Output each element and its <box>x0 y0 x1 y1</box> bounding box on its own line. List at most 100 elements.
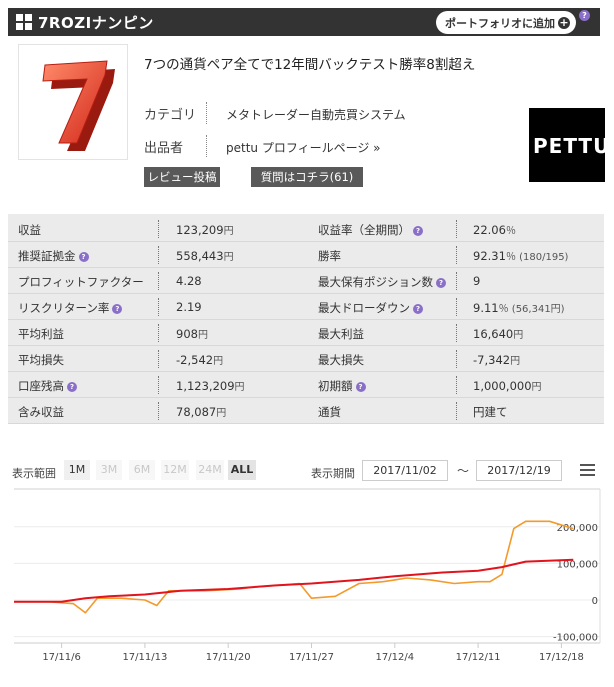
stat-label: 口座残高? <box>18 378 77 394</box>
stat-unit: 円 <box>223 226 234 237</box>
help-icon[interactable]: ? <box>112 304 123 314</box>
seller-logo-text: PETTU <box>533 134 605 158</box>
stat-label: 最大ドローダウン? <box>318 300 423 316</box>
x-tick-label: 17/12/4 <box>376 652 415 663</box>
review-button[interactable]: レビュー投稿 <box>144 167 220 187</box>
stat-value-text: 1,000,000 <box>473 379 532 393</box>
stat-label-text: 最大保有ポジション数 <box>318 275 433 289</box>
seller-profile-link[interactable]: pettu プロフィールページ » <box>226 141 381 155</box>
range-label: 表示範囲 <box>12 467 56 480</box>
x-tick-label: 17/11/20 <box>206 652 251 663</box>
help-icon[interactable]: ? <box>78 252 89 262</box>
stat-label-text: 勝率 <box>318 249 341 263</box>
separator <box>456 246 457 264</box>
stat-value-text: 558,443 <box>176 249 224 263</box>
separator <box>456 220 457 238</box>
range-button-24m[interactable]: 24M <box>196 460 224 480</box>
range-button-6m[interactable]: 6M <box>129 460 155 480</box>
stat-value: 78,087円 <box>176 404 226 419</box>
help-icon[interactable]: ? <box>579 10 590 21</box>
range-button-3m[interactable]: 3M <box>96 460 122 480</box>
stats-row: リスクリターン率? 2.19 最大ドローダウン? 9.11％ (56,341円) <box>8 294 604 320</box>
stat-unit: 円 <box>216 408 227 419</box>
separator <box>456 272 457 290</box>
stat-label: 含み収益 <box>18 404 64 420</box>
stat-value: 円建て <box>473 404 508 420</box>
help-icon[interactable]: ? <box>436 278 446 288</box>
stat-unit: 円 <box>197 330 208 341</box>
stat-unit: 円 <box>223 252 234 263</box>
stat-label-text: 通貨 <box>318 405 341 419</box>
stat-label-text: 最大損失 <box>318 353 364 367</box>
add-portfolio-button[interactable]: ポートフォリオに追加 + <box>436 11 576 34</box>
series-line-trend <box>14 558 574 603</box>
stat-value-text: -2,542 <box>176 353 214 367</box>
date-from-input[interactable]: 2017/11/02 <box>362 460 448 481</box>
stat-label: 収益 <box>18 222 41 238</box>
stat-label-text: 収益 <box>18 223 41 237</box>
stat-unit: 円 <box>531 382 542 393</box>
stats-row: 推奨証拠金? 558,443円 勝率 92.31％ (180/195) <box>8 242 604 268</box>
stats-row: 口座残高? 1,123,209 円 初期額? 1,000,000円 <box>8 372 604 398</box>
stat-label: 初期額? <box>318 378 366 394</box>
separator <box>456 324 457 342</box>
separator <box>158 324 159 342</box>
x-tick-label: 17/11/13 <box>122 652 167 663</box>
stat-value-text: 92.31 <box>473 249 506 263</box>
seller-logo[interactable]: PETTU <box>529 108 605 182</box>
separator <box>456 298 457 316</box>
range-button-12m[interactable]: 12M <box>161 460 189 480</box>
seller-label: 出品者 <box>144 141 184 156</box>
help-icon[interactable]: ? <box>355 382 366 392</box>
stat-value: 22.06％ <box>473 222 516 237</box>
stat-value: 2.19 <box>176 300 202 314</box>
date-to-input[interactable]: 2017/12/19 <box>476 460 562 481</box>
stat-label-text: 口座残高 <box>18 379 64 393</box>
stat-label: プロフィットファクター <box>18 274 144 290</box>
stat-value-text: 2.19 <box>176 300 202 314</box>
separator <box>456 376 457 394</box>
stat-label: 勝率 <box>318 248 341 264</box>
stats-table: 収益 123,209円 収益率（全期間）? 22.06％ 推奨証拠金? 558,443円勝… <box>8 214 604 424</box>
separator <box>158 350 159 368</box>
category-label: カテゴリ <box>144 108 197 123</box>
add-portfolio-label: ポートフォリオに追加 <box>445 16 555 30</box>
separator <box>158 246 159 264</box>
range-button-all[interactable]: ALL <box>228 460 256 480</box>
stats-row: 平均損失 -2,542円 最大損失 -7,342円 <box>8 346 604 372</box>
x-tick-label: 17/11/6 <box>42 652 81 663</box>
stat-label: 収益率（全期間）? <box>318 222 423 238</box>
stat-label: 通貨 <box>318 404 341 420</box>
stat-value: 9 <box>473 274 480 288</box>
stat-value-text: 1,123,209 <box>176 379 235 393</box>
stats-row: プロフィットファクター 4.28 最大保有ポジション数? 9 <box>8 268 604 294</box>
stat-value-text: 4.28 <box>176 274 202 288</box>
help-icon[interactable]: ? <box>413 226 423 236</box>
stat-value: 92.31％ (180/195) <box>473 248 568 263</box>
separator <box>456 350 457 368</box>
separator <box>206 135 207 157</box>
series-line-profit <box>14 520 574 614</box>
help-icon[interactable]: ? <box>67 382 77 392</box>
stat-value: 1,000,000円 <box>473 378 542 393</box>
stat-unit: ％ (56,341円) <box>498 304 565 315</box>
stat-label: 最大損失 <box>318 352 364 368</box>
help-icon[interactable]: ? <box>413 304 423 314</box>
stat-value-text: 78,087 <box>176 405 217 419</box>
stat-value-text: 9.11 <box>473 301 499 315</box>
stat-value: -2,542円 <box>176 352 223 367</box>
question-button[interactable]: 質問はコチラ(61) <box>251 167 363 187</box>
stat-label-text: 収益率（全期間） <box>318 223 410 237</box>
page-title: 7ROZIナンピン <box>38 13 154 32</box>
seven-logo-icon <box>42 60 115 151</box>
range-button-1m[interactable]: 1M <box>64 460 90 480</box>
menu-icon[interactable] <box>580 464 595 476</box>
stat-label-text: 含み収益 <box>18 405 64 419</box>
stat-label: 最大保有ポジション数? <box>318 274 446 290</box>
category-value: メタトレーダー自動売買システム <box>226 108 406 122</box>
stat-value: 4.28 <box>176 274 202 288</box>
stat-value: 908円 <box>176 326 208 341</box>
stat-label: 平均損失 <box>18 352 64 368</box>
stat-label-text: リスクリターン率 <box>18 301 110 315</box>
balance-chart: 200,000 100,000 0 -100,000 17/11/6 17/11/13 17… <box>14 488 601 663</box>
